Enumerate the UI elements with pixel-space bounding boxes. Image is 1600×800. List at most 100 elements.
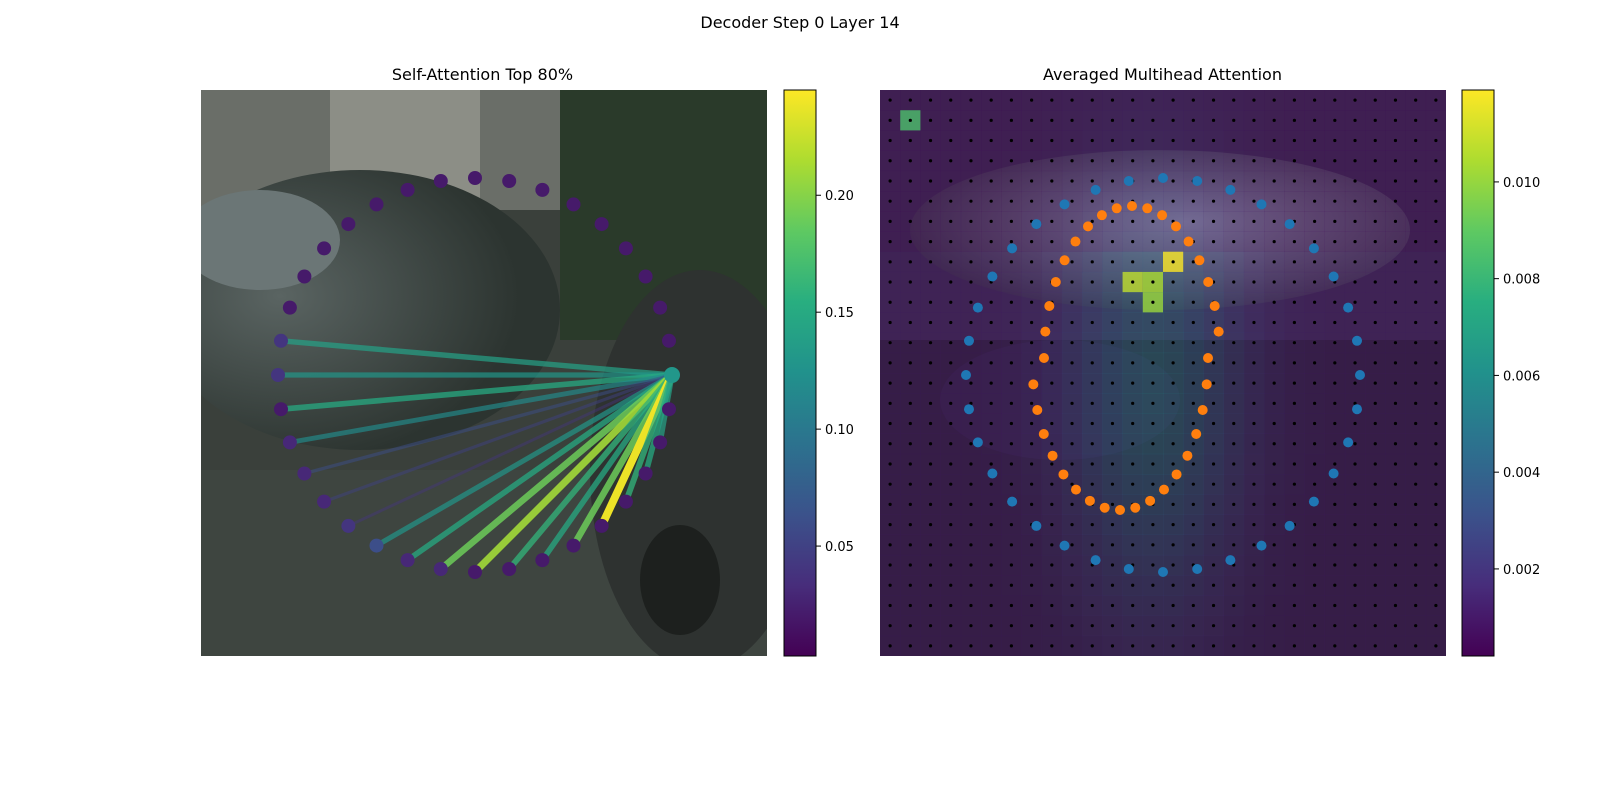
grid-dot bbox=[969, 401, 973, 405]
grid-dot bbox=[888, 219, 892, 223]
grid-dot bbox=[989, 138, 993, 143]
grid-dot bbox=[888, 300, 892, 304]
grid-dot bbox=[949, 603, 953, 608]
grid-dot bbox=[1090, 98, 1094, 102]
grid-dot bbox=[1171, 361, 1175, 365]
grid-dot bbox=[1211, 219, 1216, 223]
grid-dot bbox=[1272, 644, 1276, 648]
grid-dot bbox=[888, 138, 892, 143]
series-point-blue bbox=[1328, 271, 1339, 282]
grid-dot bbox=[1414, 118, 1418, 122]
grid-dot bbox=[1333, 523, 1337, 527]
grid-dot bbox=[1171, 563, 1175, 567]
grid-dot bbox=[1373, 138, 1377, 143]
grid-dot bbox=[1252, 199, 1256, 203]
grid-dot bbox=[908, 341, 912, 345]
ring-point bbox=[273, 333, 288, 348]
grid-dot bbox=[928, 523, 933, 527]
grid-dot bbox=[1393, 240, 1398, 244]
grid-dot bbox=[1292, 240, 1296, 244]
grid-dot bbox=[1252, 320, 1256, 325]
grid-dot bbox=[1131, 603, 1135, 608]
grid-dot bbox=[1171, 624, 1175, 628]
grid-dot bbox=[1030, 159, 1034, 163]
grid-dot bbox=[969, 543, 973, 547]
grid-dot bbox=[989, 341, 993, 345]
ring-point bbox=[535, 553, 550, 568]
series-point-orange bbox=[1191, 429, 1202, 439]
grid-dot bbox=[1393, 401, 1398, 405]
grid-dot bbox=[928, 320, 933, 325]
grid-dot bbox=[1110, 563, 1115, 567]
grid-dot bbox=[1171, 401, 1175, 405]
grid-dot bbox=[1030, 199, 1034, 203]
grid-dot bbox=[1009, 603, 1013, 608]
grid-dot bbox=[1292, 260, 1296, 264]
series-point-blue bbox=[1308, 243, 1319, 254]
grid-dot bbox=[1373, 159, 1377, 163]
grid-dot bbox=[1414, 280, 1418, 284]
series-point-blue bbox=[1059, 540, 1070, 551]
grid-dot bbox=[908, 320, 912, 325]
grid-dot bbox=[969, 320, 973, 325]
grid-dot bbox=[1009, 442, 1013, 446]
heatmap-cells bbox=[880, 90, 1446, 656]
grid-dot bbox=[1171, 644, 1175, 648]
grid-dot bbox=[969, 381, 973, 385]
grid-dot bbox=[1171, 199, 1175, 203]
grid-dot bbox=[1434, 502, 1438, 506]
grid-dot bbox=[1252, 280, 1256, 284]
grid-dot bbox=[1070, 523, 1074, 527]
grid-dot bbox=[1191, 199, 1195, 203]
grid-dot bbox=[989, 199, 993, 203]
grid-dot bbox=[949, 179, 953, 183]
series-point-orange bbox=[1084, 495, 1095, 506]
series-point-orange bbox=[1096, 210, 1107, 221]
grid-dot bbox=[1070, 260, 1074, 264]
grid-dot bbox=[1090, 260, 1094, 264]
grid-dot bbox=[1131, 280, 1135, 284]
grid-dot bbox=[1373, 381, 1377, 385]
grid-dot bbox=[1030, 603, 1034, 608]
grid-dot bbox=[1333, 300, 1337, 304]
grid-dot bbox=[1009, 543, 1013, 547]
grid-dot bbox=[928, 300, 933, 304]
series-point-blue bbox=[1284, 520, 1295, 531]
grid-dot bbox=[1353, 320, 1357, 325]
ring-point bbox=[400, 182, 415, 197]
grid-dot bbox=[949, 624, 953, 628]
grid-dot bbox=[1191, 624, 1195, 628]
grid-dot bbox=[1292, 624, 1296, 628]
grid-dot bbox=[1131, 260, 1135, 264]
attention-link bbox=[472, 372, 675, 575]
grid-dot bbox=[1292, 401, 1296, 405]
grid-dot bbox=[1110, 421, 1115, 426]
series-point-orange bbox=[1213, 326, 1224, 337]
grid-dot bbox=[989, 98, 993, 102]
grid-dot bbox=[1434, 361, 1438, 365]
grid-dot bbox=[1131, 98, 1135, 102]
grid-dot bbox=[1292, 421, 1296, 426]
grid-dot bbox=[1373, 624, 1377, 628]
grid-dot bbox=[908, 482, 912, 486]
grid-dot bbox=[1030, 280, 1034, 284]
grid-dot bbox=[928, 624, 933, 628]
series-point-blue bbox=[1284, 219, 1295, 230]
grid-dot bbox=[1009, 199, 1013, 203]
grid-dot bbox=[1030, 240, 1034, 244]
grid-dot bbox=[1110, 138, 1115, 143]
grid-dot bbox=[1333, 624, 1337, 628]
grid-dot bbox=[908, 219, 912, 223]
grid-dot bbox=[949, 502, 953, 506]
grid-dot bbox=[969, 563, 973, 567]
grid-dot bbox=[1292, 341, 1296, 345]
series-point-orange bbox=[1099, 502, 1110, 513]
grid-dot bbox=[1191, 583, 1195, 587]
grid-dot bbox=[989, 421, 993, 426]
grid-dot bbox=[1232, 118, 1236, 122]
grid-dot bbox=[1151, 240, 1155, 244]
grid-dot bbox=[1030, 563, 1034, 567]
grid-dot bbox=[1151, 300, 1155, 304]
grid-dot bbox=[928, 118, 933, 122]
